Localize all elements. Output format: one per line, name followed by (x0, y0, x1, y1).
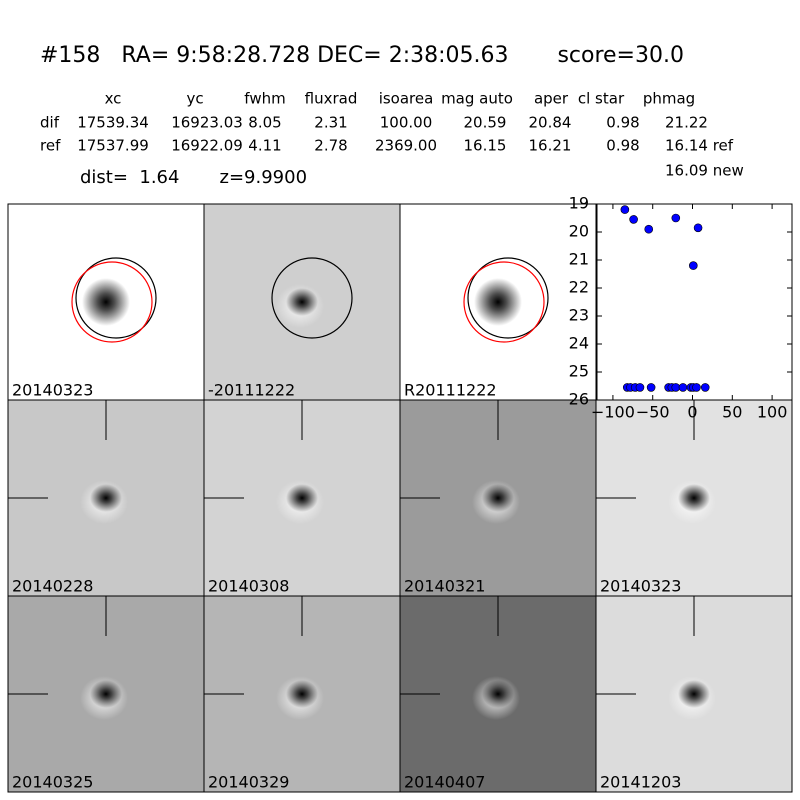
panel-label: 20140308 (208, 577, 289, 596)
table-cell: 0.98 (606, 114, 639, 132)
y-tick-label: 26 (569, 390, 589, 409)
table-cell: 0.98 (606, 137, 639, 155)
point (692, 383, 701, 392)
table-cell: 16.15 (464, 137, 507, 155)
x-tick-label: 50 (722, 403, 742, 422)
source (286, 680, 318, 708)
point (644, 224, 654, 234)
column-header: fwhm (244, 90, 285, 108)
panel-label: 20140329 (208, 773, 289, 792)
dist: dist= 1.64 z=9.9900 (80, 167, 307, 188)
panel-label: R20111222 (404, 381, 497, 400)
point (646, 383, 656, 392)
table-cell: 4.11 (248, 137, 281, 155)
x-tick-label: −50 (636, 403, 670, 422)
panel-label: 20140321 (404, 577, 485, 596)
aperture-ref (71, 261, 153, 343)
panel-label: 20140407 (404, 773, 485, 792)
column-header: phmag (643, 90, 695, 108)
point (629, 215, 638, 224)
source (82, 278, 130, 326)
table-cell: 16922.09 (171, 137, 243, 155)
table-cell: dif (40, 114, 60, 132)
point (671, 213, 681, 223)
table-cell: 8.05 (248, 114, 281, 132)
table-cell: 16923.03 (171, 114, 243, 132)
column-header: fluxrad (305, 90, 358, 108)
panel-label: 20140323 (600, 577, 681, 596)
aperture (271, 257, 353, 339)
point (635, 383, 645, 392)
source (286, 484, 318, 512)
table-cell: 20.84 (529, 114, 572, 132)
point (693, 223, 703, 233)
table-cell: 2.31 (314, 114, 347, 132)
column-header: yc (186, 90, 203, 108)
source (678, 680, 710, 708)
table-cell: 16.21 (529, 137, 572, 155)
x-tick-label: −100 (591, 403, 635, 422)
panel-label: 20140228 (12, 577, 93, 596)
table-cell: 2.78 (314, 137, 347, 155)
y-tick-label: 25 (569, 362, 589, 381)
source (482, 484, 514, 512)
point (671, 383, 681, 392)
y-tick-label: 20 (569, 222, 589, 241)
panel-label: 20141203 (600, 773, 681, 792)
source (474, 278, 522, 326)
y-tick-label: 23 (569, 306, 589, 325)
table-cell: ref (40, 137, 61, 155)
table-cell: 17537.99 (77, 137, 149, 155)
source (90, 680, 122, 708)
column-header: aper (534, 90, 569, 108)
column-header: xc (105, 90, 122, 108)
x-tick-label: 0 (687, 403, 697, 422)
column-header: mag auto (441, 90, 513, 108)
aperture (75, 257, 157, 339)
y-tick-label: 19 (569, 194, 589, 213)
y-tick-label: 21 (569, 250, 589, 269)
plot-area (596, 203, 793, 401)
table-cell: 100.00 (380, 114, 433, 132)
table-cell: 2369.00 (375, 137, 437, 155)
column-header: isoarea (379, 90, 434, 108)
y-tick-label: 24 (569, 334, 589, 353)
column-header: cl star (578, 90, 625, 108)
y-tick-label: 22 (569, 278, 589, 297)
source (678, 484, 710, 512)
table-cell: 21.22 (665, 114, 708, 132)
source (286, 288, 318, 316)
panel-label: -20111222 (208, 381, 295, 400)
aperture-ref (463, 261, 545, 343)
panel-label: 20140323 (12, 381, 93, 400)
x-tick-label: 100 (757, 403, 788, 422)
table-cell: 20.59 (464, 114, 507, 132)
point (689, 261, 698, 270)
table-cell: 16.14 ref (665, 137, 734, 155)
point (620, 205, 630, 214)
title: #158 RA= 9:58:28.728 DEC= 2:38:05.63 sco… (40, 43, 684, 68)
extra: 16.09 new (665, 162, 744, 180)
aperture (467, 257, 549, 339)
point (678, 383, 688, 392)
table-cell: 17539.34 (77, 114, 149, 132)
point (700, 383, 710, 392)
panel-label: 20140325 (12, 773, 93, 792)
source (90, 484, 122, 512)
source (482, 680, 514, 708)
